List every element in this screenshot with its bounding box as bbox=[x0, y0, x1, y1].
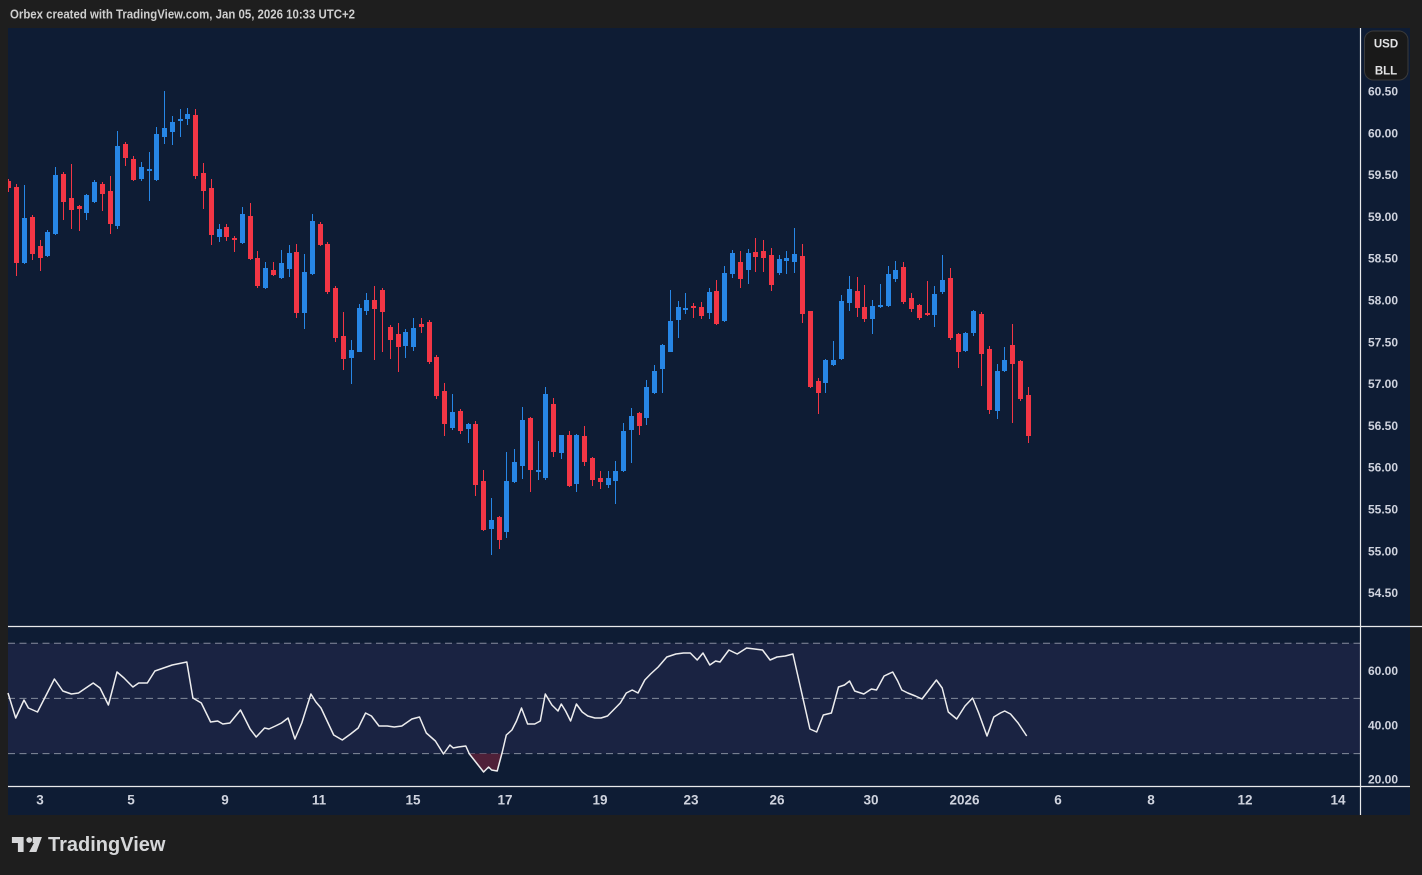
svg-text:40.00: 40.00 bbox=[1368, 719, 1398, 733]
svg-text:30: 30 bbox=[863, 793, 878, 808]
svg-text:57.50: 57.50 bbox=[1368, 335, 1398, 349]
svg-text:Orbex created with TradingView: Orbex created with TradingView.com, Jan … bbox=[10, 7, 355, 22]
svg-text:26: 26 bbox=[769, 793, 785, 808]
svg-text:19: 19 bbox=[592, 793, 607, 808]
svg-text:59.00: 59.00 bbox=[1368, 210, 1398, 224]
svg-text:23: 23 bbox=[683, 793, 699, 808]
svg-text:57.00: 57.00 bbox=[1368, 377, 1398, 391]
svg-text:58.50: 58.50 bbox=[1368, 252, 1398, 266]
svg-text:20.00: 20.00 bbox=[1368, 773, 1398, 787]
svg-text:15: 15 bbox=[405, 793, 421, 808]
svg-text:14: 14 bbox=[1330, 793, 1346, 808]
svg-text:60.50: 60.50 bbox=[1368, 85, 1398, 99]
svg-text:12: 12 bbox=[1237, 793, 1252, 808]
svg-text:8: 8 bbox=[1147, 793, 1155, 808]
svg-text:56.50: 56.50 bbox=[1368, 419, 1398, 433]
svg-text:17: 17 bbox=[497, 793, 512, 808]
svg-text:54.50: 54.50 bbox=[1368, 586, 1398, 600]
svg-text:5: 5 bbox=[127, 793, 135, 808]
svg-text:11: 11 bbox=[312, 793, 327, 808]
svg-text:60.00: 60.00 bbox=[1368, 664, 1398, 678]
svg-text:9: 9 bbox=[221, 793, 229, 808]
svg-text:60.00: 60.00 bbox=[1368, 126, 1398, 140]
svg-text:59.50: 59.50 bbox=[1368, 168, 1398, 182]
svg-text:3: 3 bbox=[36, 793, 44, 808]
svg-text:55.00: 55.00 bbox=[1368, 544, 1398, 558]
svg-text:6: 6 bbox=[1054, 793, 1062, 808]
svg-text:2026: 2026 bbox=[949, 793, 980, 808]
svg-text:USD: USD bbox=[1374, 39, 1398, 51]
svg-text:55.50: 55.50 bbox=[1368, 503, 1398, 517]
svg-text:TradingView: TradingView bbox=[48, 834, 166, 856]
svg-text:56.00: 56.00 bbox=[1368, 461, 1398, 475]
svg-text:BLL: BLL bbox=[1375, 66, 1397, 78]
svg-text:58.00: 58.00 bbox=[1368, 294, 1398, 308]
